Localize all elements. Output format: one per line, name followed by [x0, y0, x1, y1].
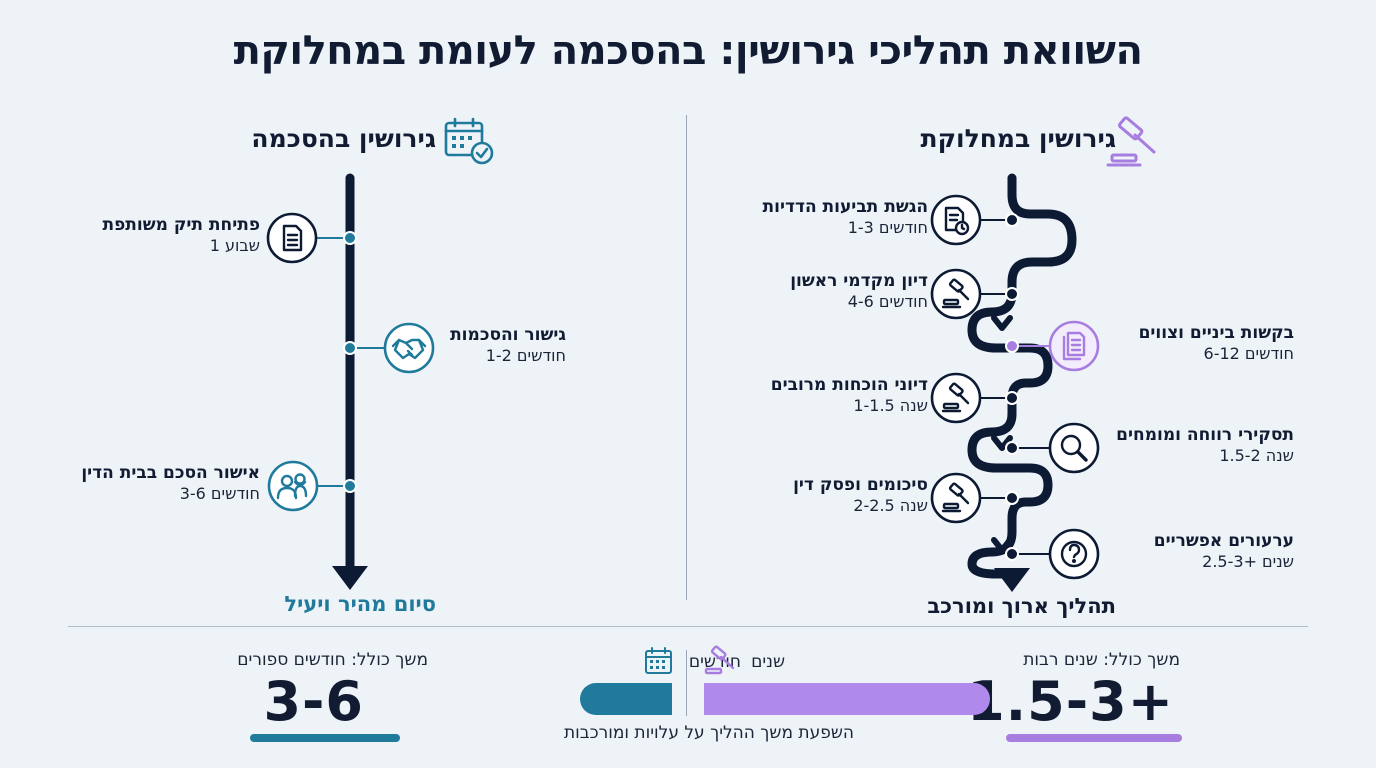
disputed-total-value: 1.5-3+ — [967, 670, 1174, 733]
disputed-end-label: תהליך ארוך ומורכב — [927, 594, 1116, 618]
step-title: דיוני הוכחות מרובים — [770, 375, 928, 395]
step-connector — [980, 391, 1019, 405]
section-divider — [68, 626, 1308, 627]
step-title: תסקירי רווחה ומומחים — [1116, 425, 1294, 445]
step-duration: חודשים 1-2 — [485, 345, 566, 365]
step-title: הגשת תביעות הדדיות — [762, 197, 929, 217]
timeline-step: ערעורים אפשריים שנים +2.5-3 — [1154, 531, 1294, 571]
calendar-icon — [645, 647, 672, 674]
months-label: חודשים — [688, 652, 741, 672]
timeline-step: דיון מקדמי ראשון חודשים 4-6 — [790, 271, 928, 311]
gavel-small-icon — [704, 645, 735, 675]
step-connector — [1005, 441, 1050, 455]
agreed-heading: גירושין בהסכמה — [251, 124, 436, 153]
timeline-step: סיכומים ופסק דין שנה 2-2.5 — [793, 475, 928, 515]
agreed-total-value: 3-6 — [263, 670, 364, 733]
step-duration: שבוע 1 — [209, 235, 260, 255]
page-title: השוואת תהליכי גירושין: בהסכמה לעומת במחל… — [233, 28, 1143, 74]
step-duration: שנה 2-2.5 — [853, 495, 928, 515]
comparison-divider — [686, 650, 687, 716]
disputed-heading: גירושין במחלוקת — [920, 124, 1116, 153]
step-duration: חודשים 3-6 — [179, 483, 260, 503]
step-duration: שנה 1-1.5 — [853, 395, 928, 415]
agreed-total-underline — [250, 734, 400, 742]
comparison-caption: השפעת משך ההליך על עלויות ומורכבות — [563, 723, 854, 743]
years-label: שנים — [751, 652, 785, 672]
gavel-icon — [1106, 116, 1156, 167]
gavel-icon — [930, 268, 982, 320]
timeline-step: פתיחת תיק משותפת שבוע 1 — [103, 215, 261, 255]
timeline-step: בקשות ביניים וצווים חודשים 6-12 — [1139, 323, 1294, 363]
timeline-step: דיוני הוכחות מרובים שנה 1-1.5 — [771, 375, 928, 415]
step-connector — [980, 491, 1019, 505]
calendar-check-icon — [444, 117, 494, 165]
step-title: פתיחת תיק משותפת — [102, 215, 261, 235]
gavel-icon — [930, 372, 982, 424]
agreed-total-label: משך כולל: חודשים ספורים — [237, 650, 428, 670]
step-connector — [343, 341, 385, 355]
document-icon — [266, 212, 318, 264]
step-duration: חודשים 6-12 — [1203, 343, 1294, 363]
step-title: אישור הסכם בבית הדין — [81, 463, 260, 483]
document-clock-icon — [930, 194, 982, 246]
step-title: גישור והסכמות — [450, 325, 566, 345]
disputed-total-label: משך כולל: שנים רבות — [1023, 650, 1180, 670]
step-title: סיכומים ופסק דין — [793, 475, 928, 495]
timeline-step: הגשת תביעות הדדיות חודשים 1-3 — [763, 197, 929, 237]
column-divider — [686, 115, 687, 600]
step-connector — [317, 479, 357, 493]
magnifier-icon — [1048, 422, 1100, 474]
step-connector — [1005, 547, 1050, 561]
step-duration: שנים +2.5-3 — [1202, 551, 1294, 571]
documents-icon — [1048, 320, 1100, 372]
months-bar — [580, 683, 672, 715]
timeline-step: תסקירי רווחה ומומחים שנה 1.5-2 — [1116, 425, 1294, 465]
step-connector — [1005, 339, 1050, 353]
timeline-step: אישור הסכם בבית הדין חודשים 3-6 — [81, 463, 260, 503]
step-title: ערעורים אפשריים — [1153, 531, 1294, 551]
step-duration: שנה 1.5-2 — [1219, 445, 1294, 465]
timeline-step: גישור והסכמות חודשים 1-2 — [450, 325, 566, 365]
handshake-icon — [383, 322, 435, 374]
disputed-total-underline — [1006, 734, 1182, 742]
step-connector — [980, 213, 1019, 227]
agreed-end-label: סיום מהיר ויעיל — [284, 592, 436, 616]
gavel-icon — [930, 472, 982, 524]
years-bar — [704, 683, 990, 715]
couple-icon — [267, 460, 319, 512]
step-title: בקשות ביניים וצווים — [1138, 323, 1294, 343]
step-title: דיון מקדמי ראשון — [790, 271, 928, 291]
step-connector — [316, 231, 357, 245]
step-connector — [980, 287, 1019, 301]
question-icon — [1048, 528, 1100, 580]
step-duration: חודשים 4-6 — [847, 291, 928, 311]
step-duration: חודשים 1-3 — [847, 217, 928, 237]
